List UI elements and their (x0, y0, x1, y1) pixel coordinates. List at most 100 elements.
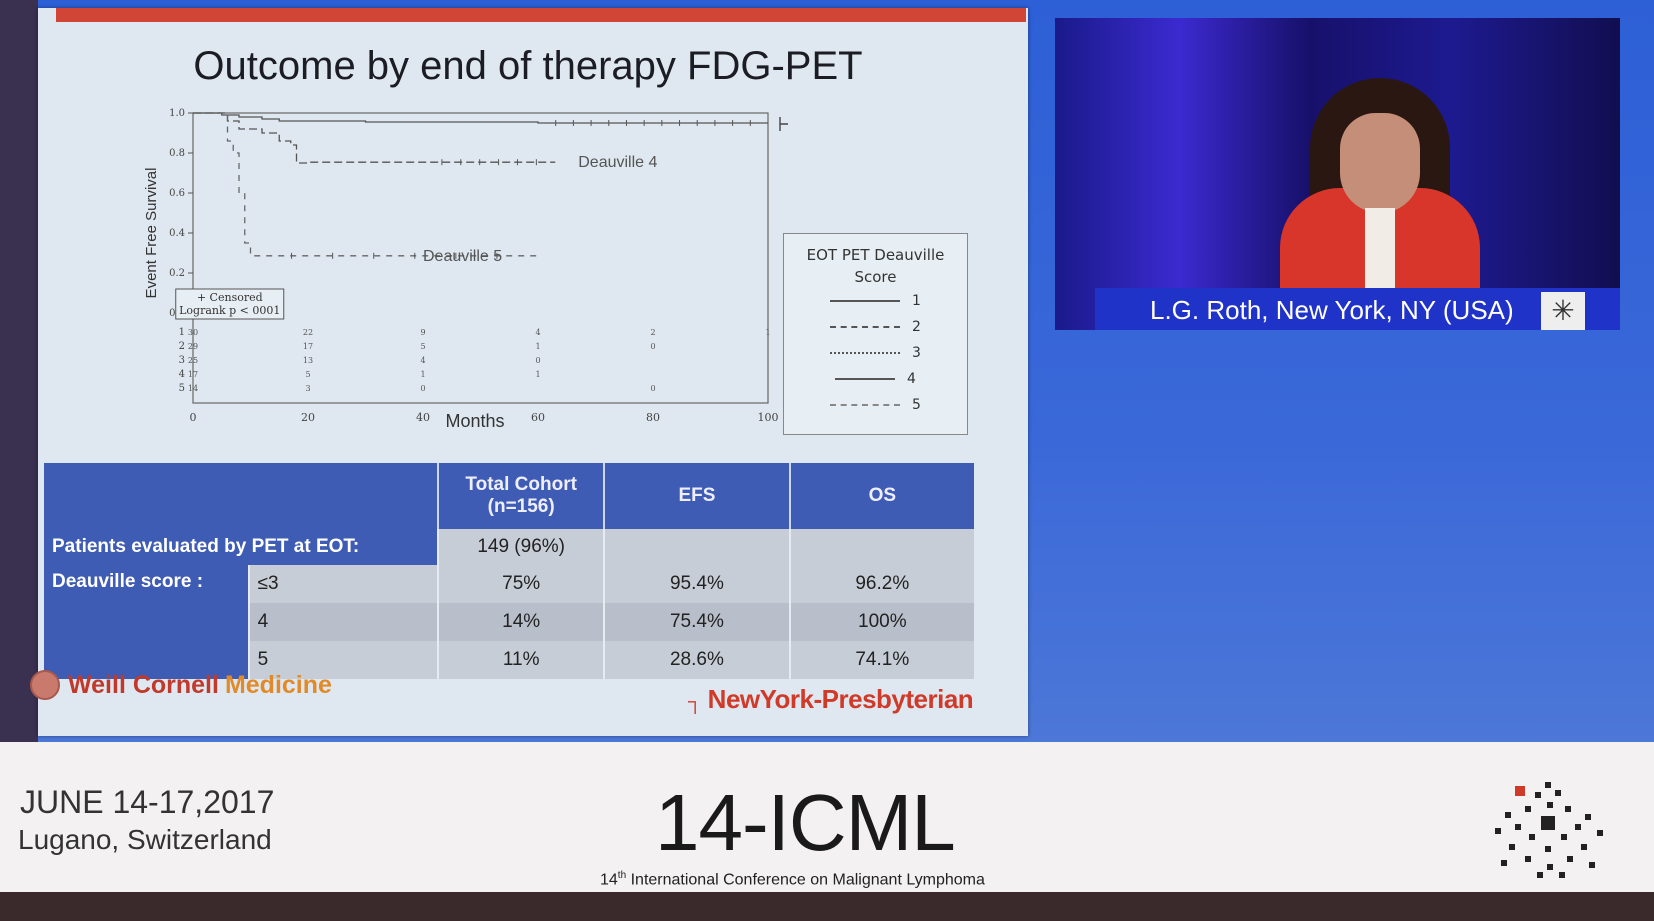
y-tick-label: 0.4 (169, 228, 185, 239)
risk-count: 25 (188, 356, 198, 365)
header-os: OS (788, 463, 974, 529)
bracket-deauville-1-3 (779, 117, 788, 131)
speaker-caption: L.G. Roth, New York, NY (USA) ✳ (1095, 288, 1620, 330)
risk-count: 14 (188, 384, 198, 393)
weill-cornell-logo: Weill Cornell Medicine (30, 670, 332, 700)
conference-footer: JUNE 14-17,2017 Lugano, Switzerland 14-I… (0, 742, 1654, 892)
table-row: Patients evaluated by PET at EOT: 149 (9… (44, 529, 974, 565)
risk-count: 0 (650, 342, 655, 351)
censor-note: + Censored (197, 291, 263, 304)
seal-icon (30, 670, 60, 700)
total-value: 75% (437, 565, 605, 603)
deauville-score-label: Deauville score : (44, 565, 249, 679)
nyp-mark-icon: ┐ (688, 691, 702, 713)
annotation-deauville-4: Deauville 4 (578, 154, 657, 171)
x-tick-label: 0 (190, 411, 197, 424)
header-efs: EFS (603, 463, 790, 529)
y-tick-label: 0.8 (169, 148, 185, 159)
risk-count: 5 (420, 342, 425, 351)
slide-accent-bar (56, 8, 1026, 22)
speaker-name: L.G. Roth, New York, NY (USA) (1150, 294, 1514, 325)
x-tick-label: 80 (646, 411, 660, 424)
logrank-note: Logrank p < 0001 (179, 304, 280, 317)
table-header-blank (44, 463, 439, 529)
conference-logo-icon (1495, 782, 1603, 878)
nyp-logo: ┐ NewYork-Presbyterian (688, 684, 974, 714)
risk-row-label: 4 (179, 369, 185, 380)
speaker-video: L.G. Roth, New York, NY (USA) ✳ (1055, 18, 1620, 330)
header-total-cohort: Total Cohort (n=156) (437, 463, 605, 529)
total-value: 11% (437, 641, 605, 679)
risk-count: 29 (188, 342, 198, 351)
efs-value: 75.4% (603, 603, 790, 641)
risk-count: 1 (765, 328, 770, 337)
x-tick-label: 20 (301, 411, 315, 424)
risk-count: 17 (188, 370, 198, 379)
risk-row-label: 5 (179, 383, 185, 394)
risk-count: 0 (650, 384, 655, 393)
y-tick-label: 0.2 (169, 268, 185, 279)
speaker-face (1340, 113, 1420, 213)
risk-row-label: 2 (179, 341, 185, 352)
conference-place: Lugano, Switzerland (18, 824, 272, 855)
risk-row-label: 3 (179, 355, 185, 366)
legend-entry: 3 (784, 340, 967, 366)
os-value: 74.1% (788, 641, 974, 679)
projection-screen: Outcome by end of therapy FDG-PET 0.00.2… (0, 0, 1654, 790)
risk-count: 3 (305, 384, 310, 393)
score-value: 4 (247, 603, 439, 641)
x-tick-label: 60 (531, 411, 545, 424)
risk-count: 4 (420, 356, 425, 365)
patients-label: Patients evaluated by PET at EOT: (44, 529, 439, 565)
conference-date: JUNE 14-17,2017 (20, 784, 275, 820)
table-row: Deauville score : ≤3 75% 95.4% 96.2% (44, 565, 974, 679)
conference-name: 14-ICML (655, 778, 956, 867)
risk-count: 1 (535, 342, 540, 351)
legend-entry: 4 (784, 366, 967, 392)
outcome-table: Total Cohort (n=156) EFS OS Patients eva… (44, 463, 974, 679)
risk-count: 22 (303, 328, 313, 337)
total-value: 14% (437, 603, 605, 641)
x-tick-label: 40 (416, 411, 430, 424)
conference-mark-icon: ✳ (1541, 292, 1585, 330)
legend-title: EOT PET Deauville Score (806, 246, 945, 286)
risk-count: 13 (303, 356, 313, 365)
censor-note-box (175, 288, 285, 320)
y-tick-label: 1.0 (169, 108, 185, 119)
risk-count: 17 (303, 342, 313, 351)
legend-entry: 2 (784, 314, 967, 340)
risk-count: 2 (650, 328, 655, 337)
efs-value: 28.6% (603, 641, 790, 679)
screen-bottom-edge (0, 892, 1654, 921)
risk-count: 5 (305, 370, 310, 379)
risk-count: 1 (420, 370, 425, 379)
legend-entry: 5 (784, 392, 967, 418)
x-tick-label: 100 (758, 411, 779, 424)
score-value: 5 (247, 641, 439, 679)
efs-value: 95.4% (603, 565, 790, 603)
chart-legend: EOT PET Deauville Score 1 2 3 4 5 (783, 233, 968, 435)
series-line (193, 112, 538, 257)
series-line (193, 112, 768, 124)
risk-count: 4 (535, 328, 540, 337)
presentation-slide: Outcome by end of therapy FDG-PET 0.00.2… (30, 8, 1028, 736)
risk-count: 9 (420, 328, 425, 337)
risk-count: 1 (535, 370, 540, 379)
risk-count: 30 (188, 328, 198, 337)
risk-count: 0 (535, 356, 540, 365)
slide-title: Outcome by end of therapy FDG-PET (193, 44, 863, 88)
score-value: ≤3 (247, 565, 439, 603)
y-axis-label: Event Free Survival (143, 168, 160, 299)
annotation-deauville-5: Deauville 5 (423, 248, 502, 265)
screen-edge (0, 0, 38, 790)
risk-count: 0 (420, 384, 425, 393)
x-axis-label: Months (445, 411, 504, 431)
conference-subtitle: 14th International Conference on Maligna… (600, 870, 985, 889)
empty-cell (603, 529, 790, 565)
empty-cell (788, 529, 974, 565)
os-value: 96.2% (788, 565, 974, 603)
os-value: 100% (788, 603, 974, 641)
plot-frame (192, 112, 769, 404)
patients-value: 149 (96%) (437, 529, 605, 565)
